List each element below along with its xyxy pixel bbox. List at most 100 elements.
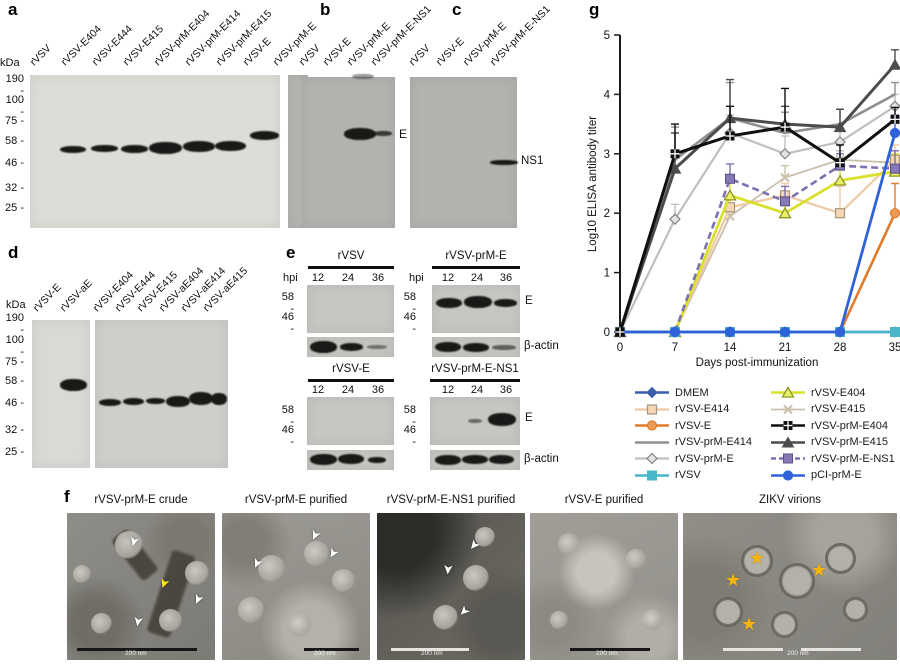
lane-group-bar [430,379,520,382]
panel-a-kda-header: kDa [0,57,20,69]
timepoint: 12 [441,272,455,284]
timepoint: 12 [311,384,325,396]
lane-label: rVSV-prM-E414 [182,7,244,69]
lane-label: rVSV-E415 [134,269,181,315]
protein-band [488,413,516,426]
size-marker: 46 [276,311,294,335]
lane-label: rVSV-aE415 [200,264,251,315]
svg-text:1: 1 [604,268,610,280]
protein-band [490,160,518,165]
scale-label: 200 nm [421,650,443,657]
e-blot-q1 [307,285,394,333]
panel-d-label: d [8,243,19,262]
timepoint: 36 [499,384,513,396]
ladder-mark: 46 [0,397,24,409]
legend-item: rVSV-E404 [770,385,865,400]
legend-item: DMEM [634,385,709,400]
star-icon: ★ [749,548,766,568]
svg-text:35: 35 [889,342,900,354]
protein-band [189,392,213,405]
legend-item: rVSV-E [634,418,711,433]
legend-item: rVSV-E415 [770,402,865,417]
white-arrow-icon: ➤ [306,527,325,544]
protein-band [435,342,461,352]
protein-band [463,343,489,352]
lane-label: rVSV-E444 [112,269,159,315]
protein-band [352,74,374,79]
em-title-2: rVSV-prM-E purified [244,494,348,506]
scale-bar [391,648,469,651]
em-image-rvsv-e-purified: 200 nm [530,513,678,660]
lane-label: rVSV-prM-E [460,20,509,69]
protein-band [344,128,376,140]
lane-group-bar [432,266,520,269]
protein-band [250,131,279,140]
lane-label: rVSV-E [240,35,274,69]
scale-label: 200 nm [596,650,618,657]
protein-band [338,454,364,464]
size-marker: 58 [398,404,416,428]
svg-text:5: 5 [604,30,610,42]
white-arrow-icon: ➤ [455,602,474,621]
lane-label: rVSV [296,42,323,69]
ladder-mark: 190 [0,73,24,97]
lane-label: rVSV-aE414 [178,264,229,315]
lane-label: rVSV-prM-E [270,20,319,69]
white-arrow-icon: ➤ [130,614,147,629]
em-title-3: rVSV-prM-E-NS1 purified [386,494,516,506]
scale-bar [801,648,861,651]
lane-group-bar [308,379,394,382]
ladder-mark: 190 [0,312,24,336]
ladder-mark: 58 [0,375,24,387]
protein-band [146,398,165,404]
size-marker: 46 [398,311,416,335]
star-icon: ★ [811,560,828,580]
ladder-mark: 46 [0,157,24,169]
ladder-mark: 75 [0,115,24,127]
protein-band [211,393,227,405]
protein-band [374,131,392,136]
lane-label: rVSV-E [433,35,467,69]
white-arrow-icon: ➤ [189,591,208,608]
protein-band [91,145,118,152]
blot-title-rvsv-prm-e-ns1: rVSV-prM-E-NS1 [431,363,519,375]
timepoint: 24 [470,272,484,284]
lane-label: rVSV-E [320,35,354,69]
legend-item: rVSV-prM-E404 [770,418,888,433]
panel-a-label: a [8,0,18,19]
legend-item: rVSV [634,468,701,483]
hpi-label: hpi [283,272,298,284]
white-arrow-icon: ➤ [440,563,457,576]
svg-text:0: 0 [617,342,623,354]
chart-legend: DMEM rVSV-E414 rVSV-E rVSV-prM-E414 rVSV-prM… [620,383,900,488]
blot-title-rvsv-e: rVSV-E [332,363,370,375]
protein-band [464,296,492,308]
legend-item: rVSV-E414 [634,402,729,417]
svg-text:0: 0 [604,327,610,339]
panel-d-blot-1 [32,320,90,468]
timepoint: 36 [371,272,385,284]
protein-band [367,345,387,349]
svg-text:21: 21 [779,342,792,354]
lane-label: rVSV-prM-E-NS1 [487,3,553,69]
timepoint: 36 [371,384,385,396]
e-blot-q3 [307,397,394,445]
em-image-prm-e-ns1-purified: ➤ ➤ ➤ 200 nm [377,513,525,660]
timepoint: 12 [441,384,455,396]
svg-text:3: 3 [604,149,610,161]
ladder-mark: 75 [0,356,24,368]
legend-item: rVSV-prM-E [634,451,734,466]
ladder-mark: 100 [0,94,24,118]
scale-bar [304,648,359,651]
scale-label: 200 nm [787,650,809,657]
ladder-mark: 58 [0,135,24,147]
panel-g-label: g [589,0,600,19]
protein-band [121,145,148,153]
protein-band [468,419,482,423]
protein-band [462,455,488,464]
em-title-4: rVSV-E purified [564,494,644,506]
band-label-E: E [399,127,408,141]
protein-band [435,455,461,465]
em-image-zikv-virions: ★ ★ ★ ★ 200 nm [683,513,897,660]
